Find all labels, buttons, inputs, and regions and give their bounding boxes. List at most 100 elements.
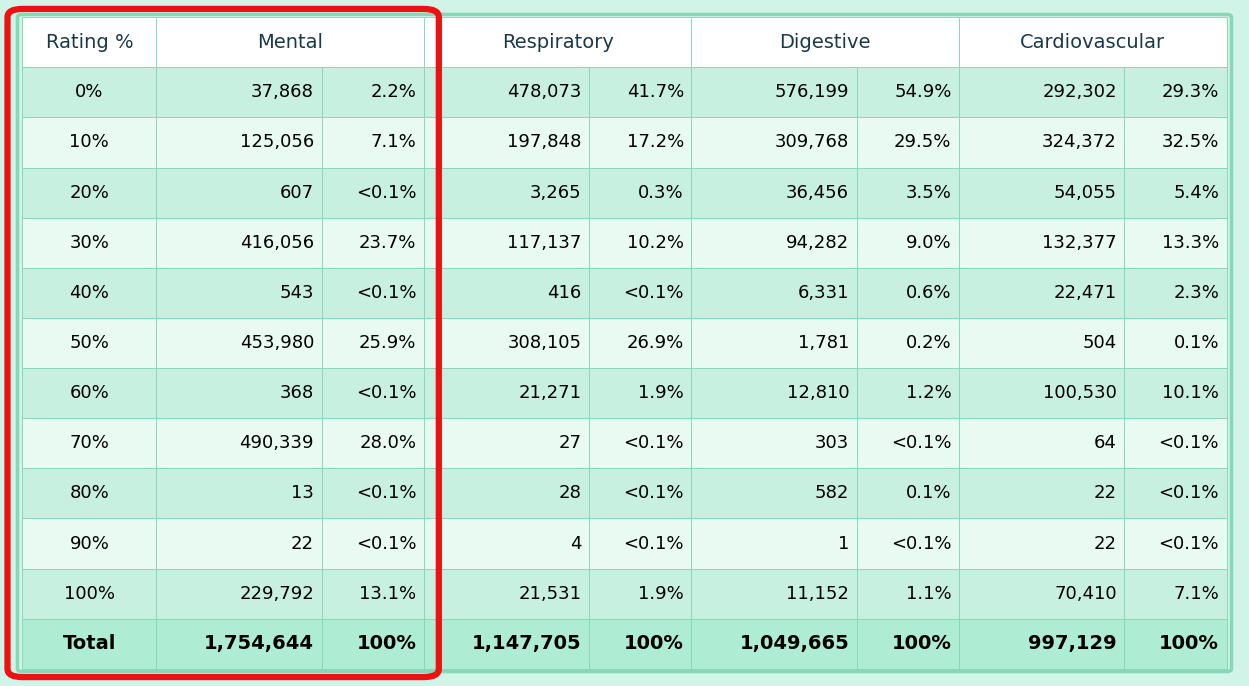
Text: 997,129: 997,129 (1028, 635, 1117, 653)
Bar (1124, 117, 1227, 167)
Text: 60%: 60% (70, 384, 109, 402)
Bar (156, 117, 321, 167)
Text: 2.2%: 2.2% (371, 83, 416, 102)
Bar (692, 318, 857, 368)
Text: 1,147,705: 1,147,705 (472, 635, 582, 653)
Text: 27: 27 (558, 434, 582, 452)
Text: 22: 22 (291, 534, 313, 552)
Bar (959, 418, 1124, 469)
Text: 13.1%: 13.1% (360, 584, 416, 603)
Text: 1.2%: 1.2% (906, 384, 952, 402)
Text: Mental: Mental (257, 33, 323, 51)
Bar (959, 619, 1124, 669)
Bar (692, 619, 857, 669)
Bar (423, 268, 590, 318)
Text: 21,271: 21,271 (518, 384, 582, 402)
Bar (321, 67, 423, 117)
Bar (857, 619, 959, 669)
Bar (857, 217, 959, 268)
Text: 5.4%: 5.4% (1173, 184, 1219, 202)
Text: <0.1%: <0.1% (356, 184, 416, 202)
Text: 100%: 100% (64, 584, 115, 603)
Bar (590, 619, 692, 669)
Bar (959, 117, 1124, 167)
Bar (156, 167, 321, 217)
Bar (857, 67, 959, 117)
Bar (423, 469, 590, 519)
Text: 4: 4 (570, 534, 582, 552)
Bar (857, 469, 959, 519)
Bar (22, 418, 156, 469)
Text: <0.1%: <0.1% (891, 434, 952, 452)
Text: <0.1%: <0.1% (623, 534, 684, 552)
Text: 1,781: 1,781 (798, 334, 849, 352)
Text: 309,768: 309,768 (774, 134, 849, 152)
Text: 36,456: 36,456 (786, 184, 849, 202)
Text: 22: 22 (1094, 484, 1117, 502)
Text: 1.1%: 1.1% (906, 584, 952, 603)
Text: 1: 1 (838, 534, 849, 552)
Bar (590, 368, 692, 418)
Bar (423, 167, 590, 217)
Bar (156, 569, 321, 619)
Text: 13: 13 (291, 484, 313, 502)
Bar (156, 519, 321, 569)
Text: 26.9%: 26.9% (627, 334, 684, 352)
Bar (959, 368, 1124, 418)
Bar (692, 167, 857, 217)
Text: 453,980: 453,980 (240, 334, 313, 352)
Bar (156, 268, 321, 318)
Bar (423, 17, 692, 67)
Text: 40%: 40% (70, 284, 110, 302)
Text: <0.1%: <0.1% (623, 484, 684, 502)
Text: 368: 368 (280, 384, 313, 402)
Bar (156, 469, 321, 519)
Text: 132,377: 132,377 (1042, 234, 1117, 252)
Bar (321, 619, 423, 669)
Text: 1.9%: 1.9% (638, 384, 684, 402)
Bar (1124, 569, 1227, 619)
Text: 70,410: 70,410 (1054, 584, 1117, 603)
Bar (857, 418, 959, 469)
Text: Total: Total (62, 635, 116, 653)
Bar (22, 619, 156, 669)
Bar (692, 469, 857, 519)
Text: <0.1%: <0.1% (1159, 434, 1219, 452)
Text: 0%: 0% (75, 83, 104, 102)
Text: 100%: 100% (356, 635, 416, 653)
Text: 7.1%: 7.1% (1173, 584, 1219, 603)
Bar (959, 519, 1124, 569)
Text: 0.6%: 0.6% (906, 284, 952, 302)
Text: 13.3%: 13.3% (1162, 234, 1219, 252)
Text: 125,056: 125,056 (240, 134, 313, 152)
Text: <0.1%: <0.1% (1159, 484, 1219, 502)
Text: Respiratory: Respiratory (502, 33, 613, 51)
Bar (423, 368, 590, 418)
Bar (692, 217, 857, 268)
Text: 582: 582 (814, 484, 849, 502)
Text: 10%: 10% (70, 134, 109, 152)
Text: 308,105: 308,105 (507, 334, 582, 352)
Bar (692, 268, 857, 318)
Bar (423, 67, 590, 117)
Bar (857, 368, 959, 418)
Bar (321, 217, 423, 268)
Text: 25.9%: 25.9% (358, 334, 416, 352)
Bar (321, 569, 423, 619)
Text: 17.2%: 17.2% (627, 134, 684, 152)
Bar (423, 117, 590, 167)
Text: <0.1%: <0.1% (623, 434, 684, 452)
Bar (590, 418, 692, 469)
Text: 90%: 90% (70, 534, 110, 552)
Text: 303: 303 (814, 434, 849, 452)
Text: 504: 504 (1083, 334, 1117, 352)
Text: <0.1%: <0.1% (356, 534, 416, 552)
Bar (959, 469, 1124, 519)
Bar (590, 569, 692, 619)
Text: 100%: 100% (1159, 635, 1219, 653)
Text: <0.1%: <0.1% (356, 384, 416, 402)
Bar (1124, 268, 1227, 318)
Text: 416,056: 416,056 (240, 234, 313, 252)
Bar (22, 167, 156, 217)
Text: 0.2%: 0.2% (906, 334, 952, 352)
